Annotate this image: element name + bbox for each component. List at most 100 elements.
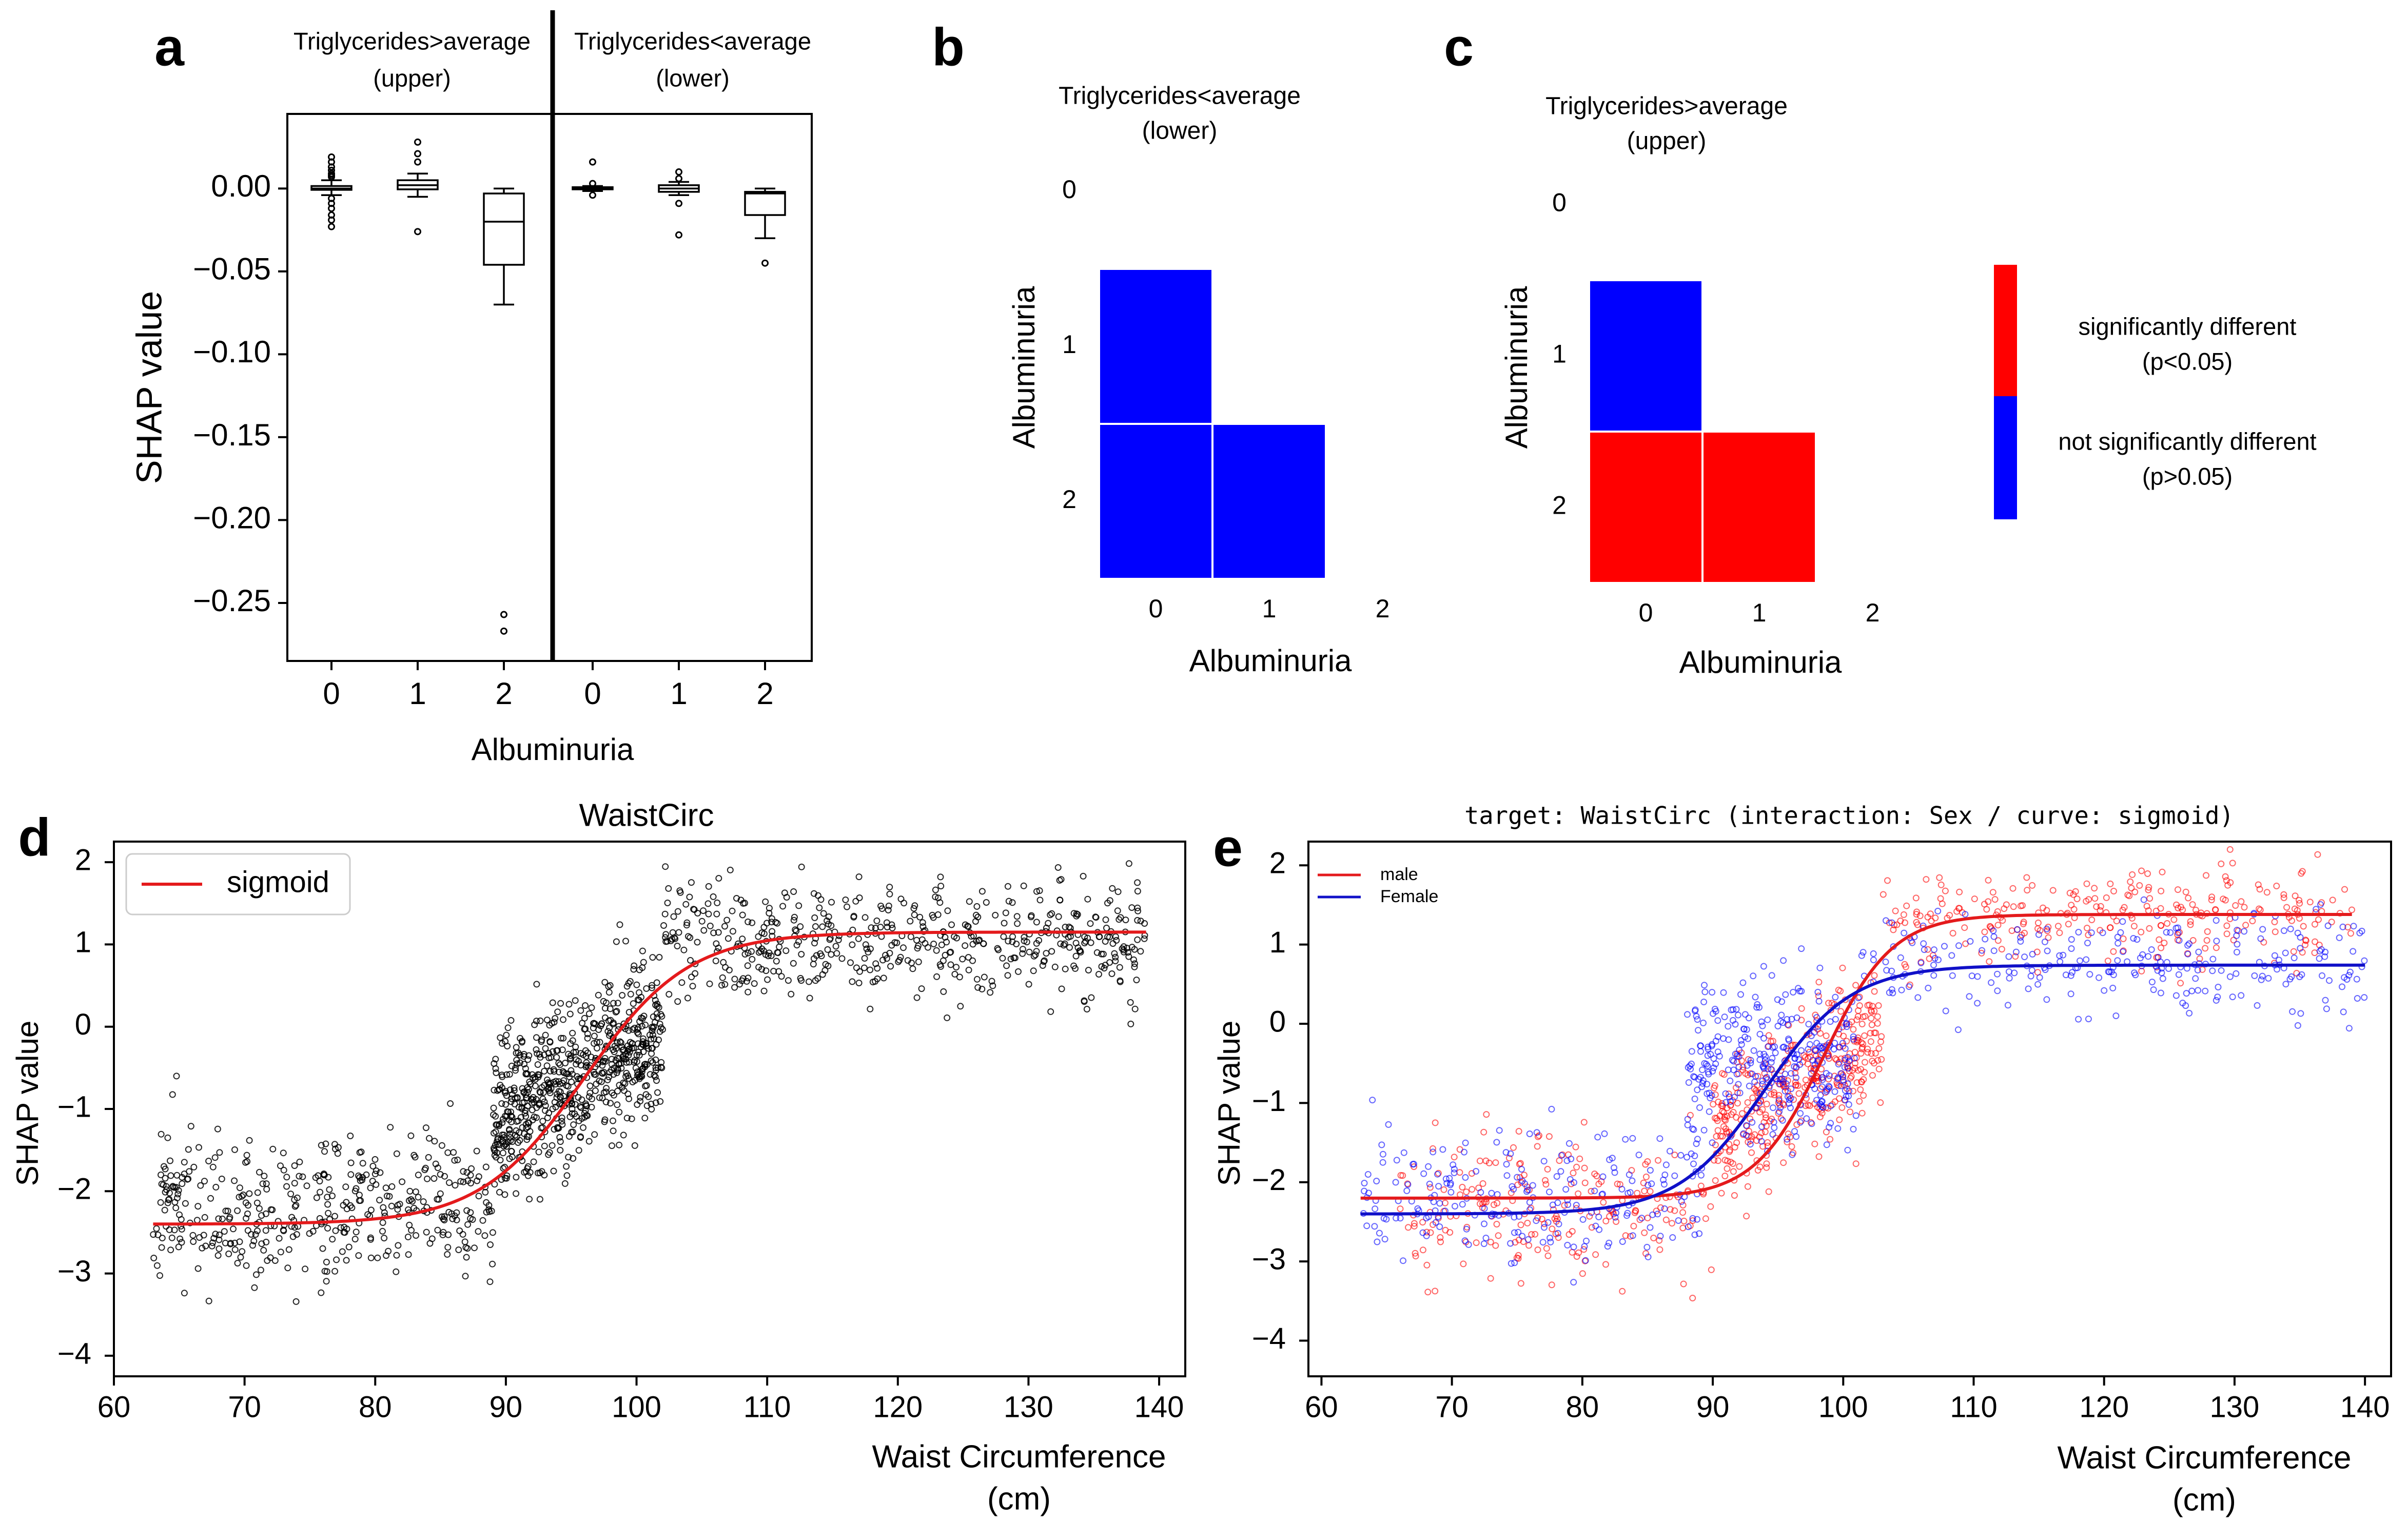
scatter-point: [1671, 1172, 1678, 1179]
scatter-point: [639, 964, 646, 971]
scatter-point: [212, 1183, 220, 1191]
scatter-point: [1583, 1237, 1590, 1244]
scatter-point: [629, 1079, 636, 1085]
scatter-point: [1712, 1038, 1719, 1045]
scatter-point: [505, 1116, 513, 1123]
y-tick-label-text: 2: [1062, 485, 1076, 514]
scatter-point: [558, 1118, 565, 1125]
scatter-point: [393, 1268, 400, 1275]
scatter-point: [1817, 1030, 1824, 1037]
scatter-point: [1720, 989, 1727, 996]
scatter-point: [1555, 1220, 1562, 1227]
scatter-point: [1754, 1073, 1761, 1080]
scatter-point: [185, 1146, 192, 1153]
scatter-point: [1781, 1087, 1789, 1095]
scatter-point: [1134, 888, 1141, 895]
scatter-point: [2202, 945, 2209, 952]
x-axis-label: Albuminuria: [472, 732, 634, 767]
scatter-point: [650, 1013, 657, 1020]
y-tick-label-text: 1: [1269, 926, 1286, 959]
scatter-point: [1374, 1238, 1381, 1245]
scatter-point: [1704, 1081, 1711, 1088]
scatter-point: [237, 1254, 244, 1261]
scatter-point: [1443, 1180, 1451, 1187]
x-tick-label-text: 130: [1004, 1390, 1053, 1424]
scatter-point: [358, 1148, 365, 1156]
scatter-point: [642, 1021, 649, 1028]
x-tick-label: 1: [1262, 594, 1277, 623]
scatter-point: [1840, 1032, 1847, 1040]
scatter-point: [1875, 1065, 1883, 1073]
scatter-point: [1436, 1200, 1443, 1207]
scatter-point: [620, 1132, 627, 1139]
scatter-point: [1004, 883, 1011, 890]
scatter-point: [2292, 892, 2299, 900]
scatter-point: [1619, 1238, 1626, 1245]
scatter-point: [434, 1226, 441, 1234]
scatter-point: [1579, 1216, 1587, 1223]
y-tick-label-text: −2: [1252, 1163, 1286, 1197]
scatter-point: [2167, 929, 2174, 936]
scatter-point: [1696, 1104, 1703, 1111]
scatter-point: [1739, 1063, 1747, 1070]
scatter-point: [933, 973, 941, 980]
scatter-point: [1941, 943, 1948, 950]
scatter-point: [1041, 957, 1048, 964]
scatter-point: [969, 957, 976, 964]
scatter-point: [1629, 1232, 1636, 1239]
scatter-point: [1477, 1189, 1484, 1196]
scatter-point: [173, 1073, 180, 1080]
scatter-point: [299, 1173, 306, 1180]
scatter-point: [1601, 1130, 1608, 1137]
scatter-point: [1777, 1104, 1784, 1111]
scatter-point: [504, 1024, 512, 1031]
scatter-point: [2103, 894, 2110, 901]
scatter-point: [1524, 1236, 1532, 1243]
scatter-point: [2234, 927, 2241, 933]
scatter-point: [440, 1229, 447, 1236]
scatter-point: [623, 1059, 630, 1066]
scatter-point: [1795, 1090, 1803, 1097]
scatter-point: [1816, 1114, 1824, 1120]
scatter-point: [648, 1024, 655, 1031]
scatter-point: [2276, 957, 2282, 964]
scatter-point: [482, 1163, 490, 1171]
scatter-point: [603, 1085, 610, 1092]
scatter-point: [1446, 1229, 1454, 1236]
scatter-point: [653, 979, 660, 986]
scatter-point: [1759, 1077, 1766, 1084]
scatter-point: [563, 1172, 571, 1179]
scatter-point: [1852, 1112, 1859, 1119]
scatter-point: [2175, 929, 2182, 937]
scatter-point: [508, 1147, 515, 1155]
scatter-point: [2158, 969, 2165, 977]
scatter-point: [359, 1177, 366, 1183]
scatter-point: [2282, 981, 2289, 988]
scatter-point: [1851, 1048, 1858, 1056]
scatter-point: [566, 1010, 574, 1018]
scatter-point: [1750, 972, 1757, 980]
scatter-point: [381, 1235, 388, 1242]
scatter-point: [652, 1064, 659, 1071]
scatter-point: [1411, 1220, 1418, 1227]
scatter-point: [816, 904, 823, 911]
scatter-point: [1805, 1046, 1812, 1053]
scatter-point: [216, 1231, 223, 1238]
scatter-point: [1005, 898, 1012, 905]
scatter-point: [1708, 1042, 1715, 1049]
scatter-point: [2256, 886, 2263, 893]
scatter-point: [1913, 908, 1920, 915]
scatter-point: [2213, 997, 2220, 1004]
scatter-point: [2314, 851, 2321, 858]
scatter-point: [181, 1290, 188, 1297]
plot-frame: [1307, 841, 2392, 1377]
scatter-point: [657, 1098, 664, 1105]
scatter-point: [1971, 895, 1978, 903]
scatter-point: [1650, 1235, 1657, 1241]
scatter-point: [1510, 1144, 1517, 1151]
scatter-point: [1798, 945, 1805, 952]
scatter-point: [154, 1231, 162, 1238]
scatter-point: [1818, 1083, 1826, 1090]
scatter-point: [1569, 1249, 1576, 1256]
x-tick-label: 100: [1818, 1390, 1868, 1424]
